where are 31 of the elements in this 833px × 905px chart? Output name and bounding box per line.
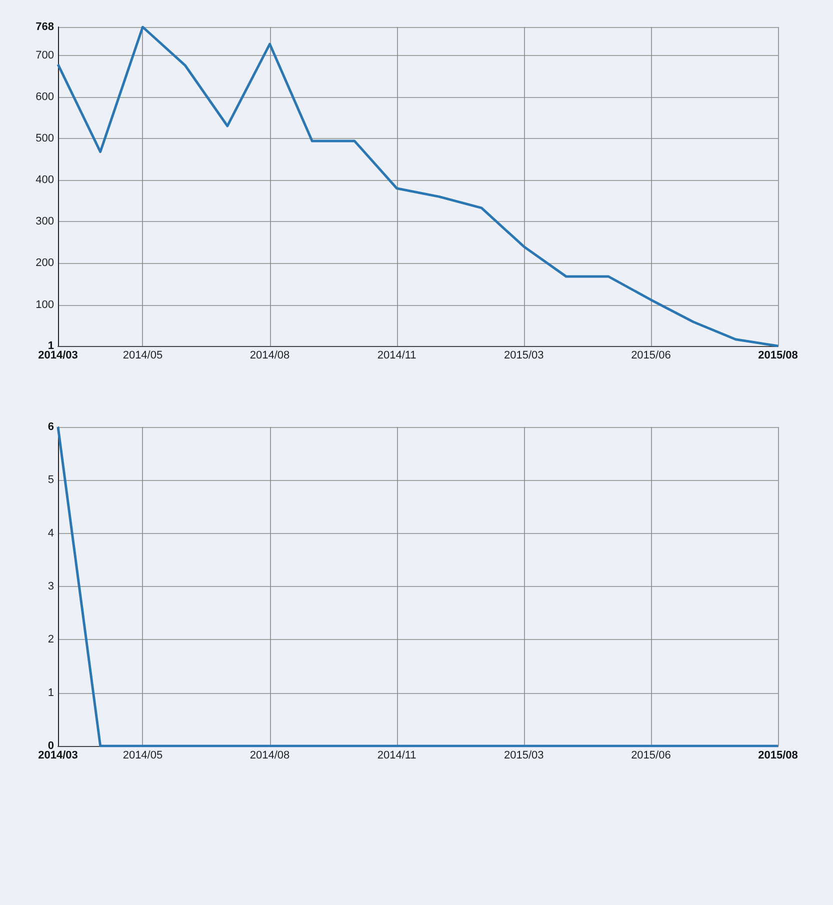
x-tick-label: 2014/11 <box>377 350 416 362</box>
y-tick-label: 3 <box>48 580 54 592</box>
x-tick-label: 2015/03 <box>504 750 544 762</box>
y-tick-label: 500 <box>36 132 54 144</box>
x-tick-label: 2015/06 <box>631 750 671 762</box>
y-tick-label: 1 <box>48 686 54 699</box>
y-tick-label: 768 <box>36 21 54 33</box>
x-tick-label: 2014/03 <box>38 350 78 362</box>
x-tick-label: 2014/05 <box>122 350 163 362</box>
x-tick-label: 2014/05 <box>122 750 163 762</box>
y-tick-label: 100 <box>36 298 54 311</box>
y-tick-label: 4 <box>48 527 54 540</box>
y-tick-label: 5 <box>48 474 54 486</box>
x-tick-label: 2014/08 <box>250 750 290 762</box>
x-tick-label: 2015/03 <box>504 350 544 362</box>
y-tick-label: 0 <box>48 740 54 752</box>
y-tick-label: 200 <box>36 257 54 270</box>
x-tick-label: 2014/08 <box>250 350 290 362</box>
y-tick-label: 600 <box>36 90 54 103</box>
x-tick-label: 2015/08 <box>758 350 798 362</box>
x-tick-label: 2015/06 <box>631 350 671 362</box>
line-series <box>56 26 780 348</box>
y-tick-label: 700 <box>36 49 54 62</box>
x-tick-label: 2014/11 <box>377 750 416 762</box>
y-tick-label: 2 <box>48 634 54 646</box>
y-tick-label: 300 <box>36 216 54 228</box>
y-tick-label: 6 <box>48 421 54 433</box>
x-tick-label: 2015/08 <box>758 750 798 762</box>
y-tick-label: 1 <box>48 340 54 352</box>
y-tick-label: 400 <box>36 174 54 186</box>
x-tick-label: 2014/03 <box>38 750 78 762</box>
